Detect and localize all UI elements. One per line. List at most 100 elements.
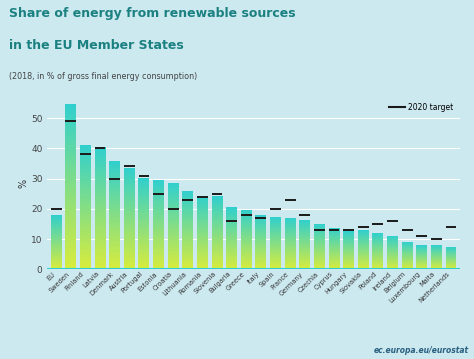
Bar (285, 230, 296, 231)
Bar (255, 216, 266, 217)
Bar (124, 207, 135, 208)
Bar (168, 230, 179, 232)
Bar (124, 259, 135, 260)
Bar (80, 193, 91, 195)
Bar (387, 259, 398, 260)
Bar (314, 246, 325, 247)
Bar (182, 265, 193, 266)
Bar (255, 250, 266, 251)
Bar (211, 233, 222, 234)
Bar (168, 220, 179, 221)
Bar (226, 258, 237, 259)
Bar (124, 168, 135, 169)
Bar (65, 168, 76, 170)
Bar (226, 266, 237, 267)
Bar (211, 257, 222, 258)
Bar (314, 239, 325, 240)
Bar (168, 218, 179, 219)
Bar (197, 242, 208, 243)
Bar (153, 191, 164, 192)
Bar (373, 256, 383, 257)
Bar (328, 258, 339, 259)
Bar (373, 237, 383, 238)
Bar (314, 245, 325, 246)
Bar (255, 265, 266, 266)
Y-axis label: %: % (18, 178, 28, 188)
Bar (314, 235, 325, 236)
Bar (109, 245, 120, 246)
Bar (211, 263, 222, 264)
Bar (343, 256, 354, 257)
Bar (153, 252, 164, 254)
Bar (343, 250, 354, 251)
Bar (138, 201, 149, 202)
Bar (373, 253, 383, 254)
Bar (94, 237, 106, 239)
Bar (226, 241, 237, 242)
Bar (109, 184, 120, 185)
Bar (124, 191, 135, 192)
Bar (80, 195, 91, 196)
Bar (299, 228, 310, 229)
Bar (241, 212, 252, 213)
Bar (299, 254, 310, 255)
Bar (373, 252, 383, 253)
Bar (168, 221, 179, 222)
Bar (153, 221, 164, 223)
Bar (109, 243, 120, 245)
Bar (255, 219, 266, 220)
Bar (182, 246, 193, 247)
Bar (94, 154, 106, 155)
Bar (299, 232, 310, 233)
Bar (109, 174, 120, 176)
Bar (226, 224, 237, 225)
Bar (153, 231, 164, 233)
Bar (109, 185, 120, 187)
Bar (314, 265, 325, 266)
Bar (343, 235, 354, 236)
Bar (285, 265, 296, 266)
Bar (51, 244, 62, 245)
Bar (153, 201, 164, 202)
Bar (197, 236, 208, 237)
Bar (65, 115, 76, 117)
Bar (211, 215, 222, 216)
Bar (94, 163, 106, 164)
Bar (182, 219, 193, 220)
Bar (94, 248, 106, 250)
Bar (241, 224, 252, 225)
Bar (94, 218, 106, 219)
Bar (343, 246, 354, 247)
Bar (299, 220, 310, 221)
Bar (197, 211, 208, 212)
Bar (241, 251, 252, 252)
Bar (226, 217, 237, 218)
Bar (138, 202, 149, 203)
Bar (124, 220, 135, 221)
Bar (197, 246, 208, 247)
Bar (138, 223, 149, 225)
Bar (168, 229, 179, 230)
Bar (153, 195, 164, 196)
Bar (80, 187, 91, 188)
Bar (109, 231, 120, 233)
Bar (226, 268, 237, 269)
Bar (241, 249, 252, 250)
Bar (109, 195, 120, 196)
Bar (80, 145, 91, 146)
Bar (94, 172, 106, 173)
Bar (373, 254, 383, 255)
Bar (65, 265, 76, 267)
Bar (197, 261, 208, 262)
Bar (197, 265, 208, 266)
Bar (358, 232, 369, 233)
Bar (51, 262, 62, 263)
Bar (94, 167, 106, 169)
Bar (124, 232, 135, 234)
Bar (138, 206, 149, 208)
Bar (255, 254, 266, 255)
Bar (285, 253, 296, 254)
Bar (211, 251, 222, 252)
Bar (94, 252, 106, 254)
Bar (65, 162, 76, 164)
